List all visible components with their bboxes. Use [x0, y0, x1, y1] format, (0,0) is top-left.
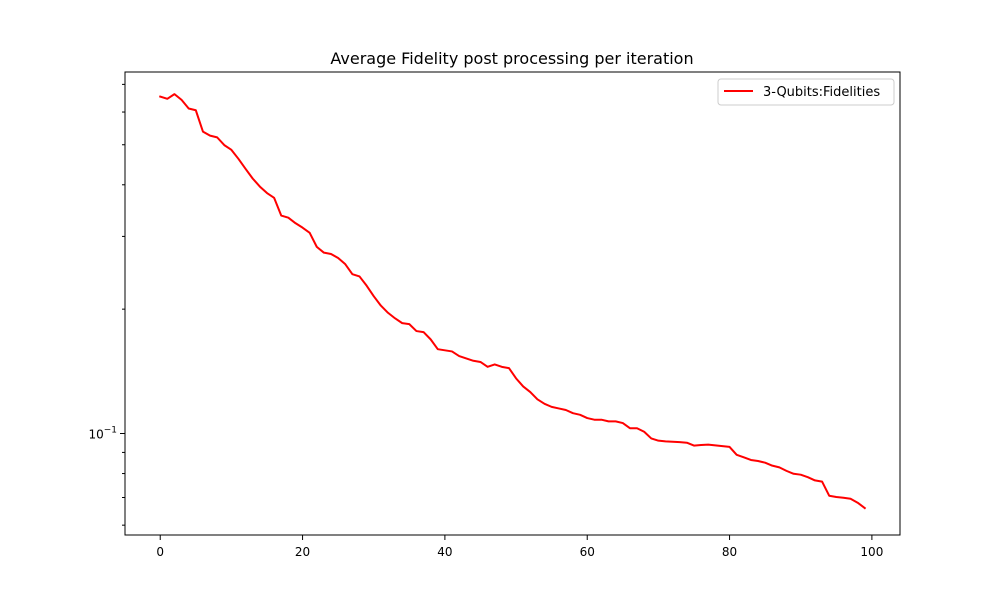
x-axis-ticks: 0 20 40 60 80 100	[156, 535, 883, 559]
x-tick-label: 20	[295, 545, 310, 559]
y-tick-label-base: 10	[88, 428, 103, 442]
axes: 0 20 40 60 80 100 10−1	[88, 71, 901, 559]
x-tick-label: 40	[437, 545, 452, 559]
y-tick-label-exponent: −1	[104, 426, 117, 436]
series-line	[158, 93, 867, 510]
plot-frame	[124, 71, 901, 536]
plot-data	[158, 93, 867, 510]
legend: 3-Qubits:Fidelities	[717, 78, 895, 106]
x-tick-label: 0	[156, 545, 164, 559]
chart-title: Average Fidelity post processing per ite…	[330, 49, 693, 68]
x-tick-label: 80	[722, 545, 737, 559]
y-tick-label: 10−1	[88, 426, 117, 442]
x-tick-label: 60	[580, 545, 595, 559]
legend-label: 3-Qubits:Fidelities	[763, 85, 880, 100]
legend-box	[717, 78, 895, 106]
x-tick-label: 100	[860, 545, 883, 559]
y-axis-ticks: 10−1	[88, 83, 125, 526]
